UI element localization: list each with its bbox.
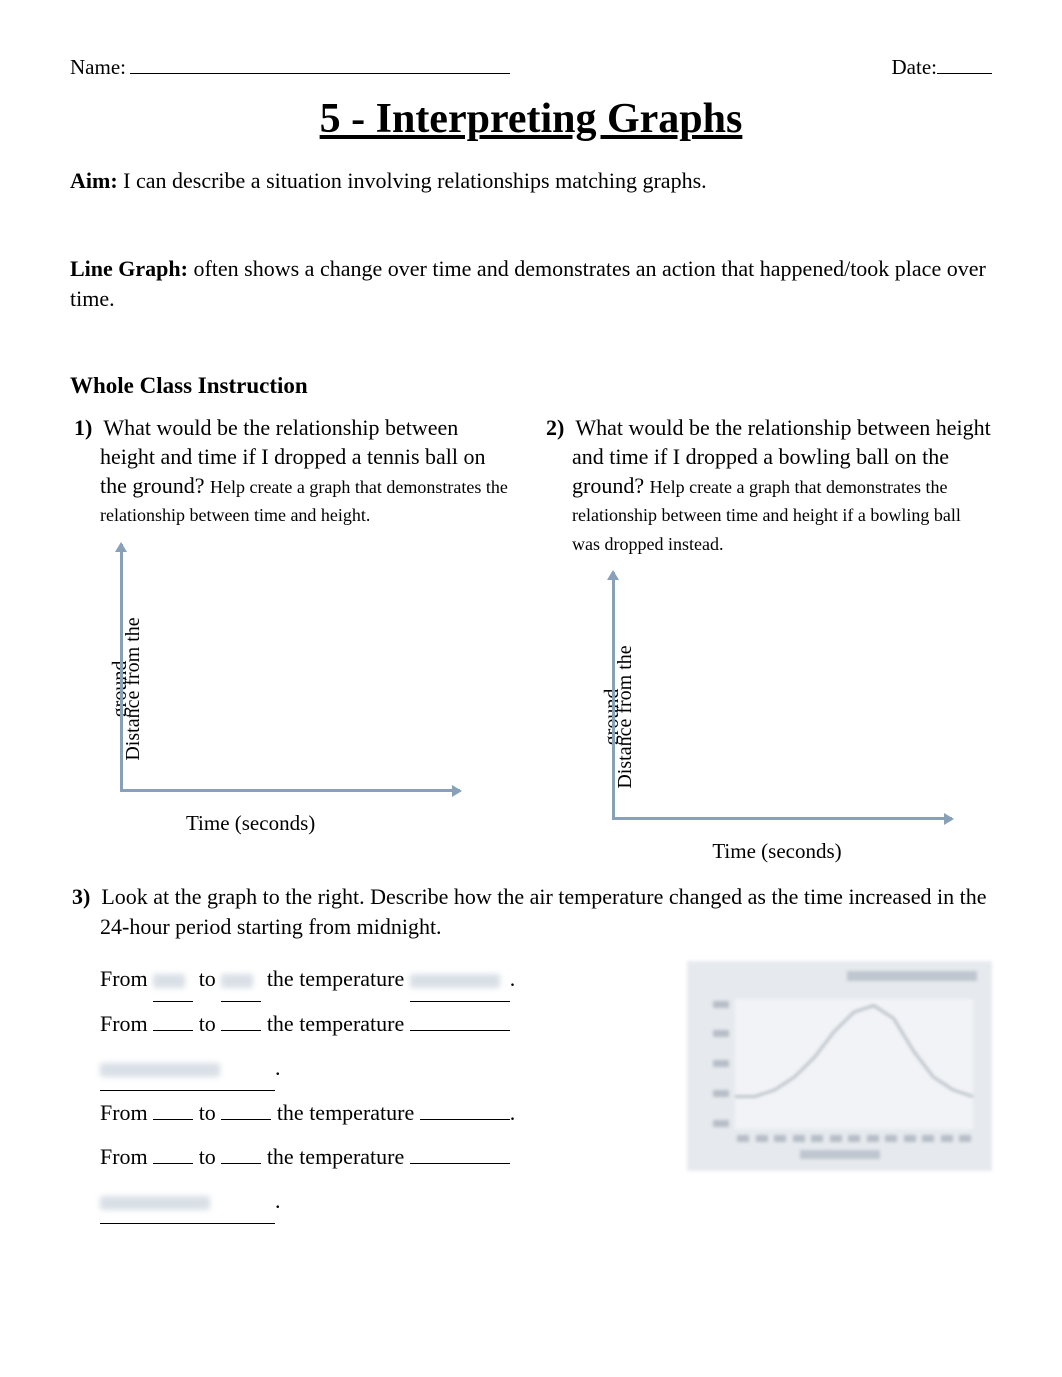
from-4: From <box>100 1144 148 1169</box>
blank-3b[interactable] <box>221 1119 271 1120</box>
q2-num: 2) <box>546 415 564 440</box>
q3-line-3: From to the temperature . <box>100 1091 672 1135</box>
to-1: to <box>199 966 216 991</box>
q1-text: 1) What would be the relationship betwee… <box>70 414 512 528</box>
to-4: to <box>199 1144 216 1169</box>
blank-1c[interactable] <box>410 957 510 1002</box>
q3-prompt: 3) Look at the graph to the right. Descr… <box>70 882 992 941</box>
graph1-yarrow <box>115 542 127 552</box>
to-2: to <box>199 1011 216 1036</box>
temp-4: the temperature <box>267 1144 410 1169</box>
q3-line-4b: . <box>100 1179 672 1224</box>
chart-xlabel-placeholder <box>800 1150 880 1159</box>
chart-xticks <box>737 1135 971 1143</box>
q3-line-1: From to the temperature . <box>100 957 672 1002</box>
name-field: Name: <box>70 55 510 80</box>
from-2: From <box>100 1011 148 1036</box>
graph2-axes <box>612 572 952 820</box>
question-3: 3) Look at the graph to the right. Descr… <box>70 882 992 1223</box>
aim-line: Aim: I can describe a situation involvin… <box>70 168 992 194</box>
temp-2: the temperature <box>267 1011 410 1036</box>
from-3: From <box>100 1100 148 1125</box>
period-3: . <box>510 1100 516 1125</box>
blank-4c[interactable] <box>410 1163 510 1164</box>
temp-1: the temperature <box>267 966 410 991</box>
period-4: . <box>275 1188 281 1213</box>
graph1-axes <box>120 544 460 792</box>
q3-line-4: From to the temperature <box>100 1135 672 1179</box>
aim-label: Aim: <box>70 168 118 193</box>
blank-4b[interactable] <box>221 1163 261 1164</box>
q3-body: From to the temperature . From to the te… <box>70 957 992 1224</box>
to-3: to <box>199 1100 216 1125</box>
graph2-yaxis <box>612 572 615 820</box>
date-field: Date: <box>892 55 992 80</box>
temperature-chart <box>687 961 992 1171</box>
blank-4a[interactable] <box>153 1163 193 1164</box>
section-header: Whole Class Instruction <box>70 373 992 399</box>
blank-2b[interactable] <box>221 1030 261 1031</box>
chart-line-svg <box>735 999 973 1129</box>
temp-3: the temperature <box>277 1100 420 1125</box>
name-label: Name: <box>70 55 126 80</box>
period-2: . <box>275 1055 281 1080</box>
aim-text: I can describe a situation involving rel… <box>118 168 707 193</box>
question-2: 2) What would be the relationship betwee… <box>542 414 992 862</box>
blank-1a[interactable] <box>153 957 193 1002</box>
q3-text: Look at the graph to the right. Describe… <box>100 884 987 939</box>
question-1: 1) What would be the relationship betwee… <box>70 414 512 862</box>
graph2-xaxis <box>612 817 952 820</box>
blank-3a[interactable] <box>153 1119 193 1120</box>
chart-title-placeholder <box>847 971 977 981</box>
q3-line-2b: . <box>100 1046 672 1091</box>
page-title: 5 - Interpreting Graphs <box>70 95 992 143</box>
name-blank[interactable] <box>130 73 510 74</box>
graph2-xarrow <box>944 813 954 825</box>
blank-2c[interactable] <box>410 1030 510 1031</box>
graph1-yaxis <box>120 544 123 792</box>
header-row: Name: Date: <box>70 55 992 80</box>
chart-line <box>735 1005 973 1096</box>
q1-num: 1) <box>74 415 92 440</box>
graph1-xlabel: Time (seconds) <box>186 811 315 836</box>
q3-line-2: From to the temperature <box>100 1002 672 1046</box>
blank-4d[interactable] <box>100 1179 275 1224</box>
q3-fill-lines: From to the temperature . From to the te… <box>70 957 672 1224</box>
date-blank[interactable] <box>937 73 992 74</box>
chart-yticks <box>713 1001 729 1127</box>
q2-text: 2) What would be the relationship betwee… <box>542 414 992 557</box>
graph2-yarrow <box>607 570 619 580</box>
from-1: From <box>100 966 148 991</box>
blank-1b[interactable] <box>221 957 261 1002</box>
period-1: . <box>510 966 516 991</box>
linegraph-def: Line Graph: often shows a change over ti… <box>70 254 992 313</box>
questions-row: 1) What would be the relationship betwee… <box>70 414 992 862</box>
linegraph-label: Line Graph: <box>70 256 188 281</box>
graph1-xarrow <box>452 785 462 797</box>
linegraph-text: often shows a change over time and demon… <box>70 256 986 311</box>
blank-3c[interactable] <box>420 1119 510 1120</box>
graph-1: Distance from the ground Time (seconds) <box>70 544 500 834</box>
blank-2d[interactable] <box>100 1046 275 1091</box>
date-label: Date: <box>892 55 937 80</box>
q3-num: 3) <box>72 884 90 909</box>
blank-2a[interactable] <box>153 1030 193 1031</box>
graph-2: Distance from the ground Time (seconds) <box>562 572 992 862</box>
graph2-xlabel: Time (seconds) <box>712 839 841 864</box>
graph1-xaxis <box>120 789 460 792</box>
